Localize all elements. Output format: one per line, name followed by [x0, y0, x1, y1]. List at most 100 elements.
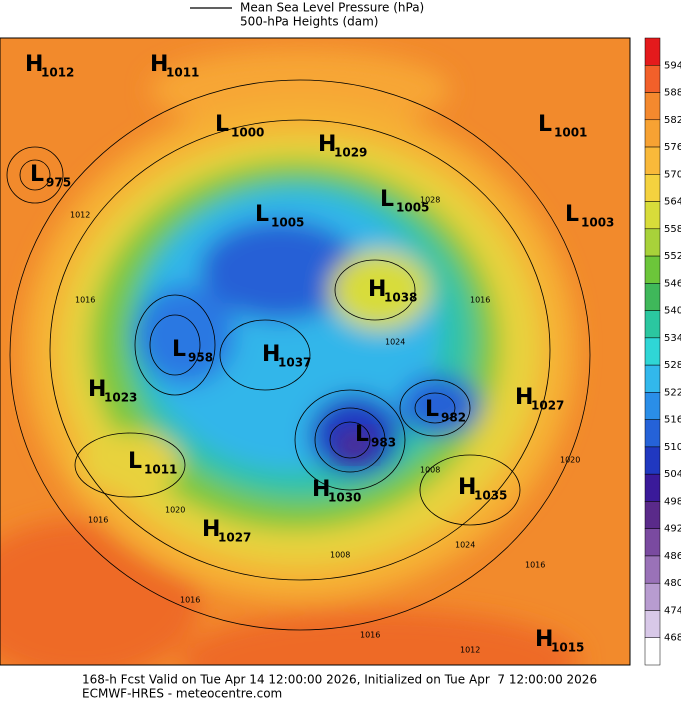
footer-line2: ECMWF-HRES - meteocentre.com — [82, 687, 282, 701]
center-pressure: 1037 — [278, 356, 311, 370]
colorbar-swatch — [644, 610, 661, 638]
colorbar-swatch — [644, 337, 661, 366]
colorbar-swatch — [644, 555, 661, 584]
center-letter: H — [312, 477, 330, 502]
isobar-label: 1020 — [560, 456, 580, 465]
isobar-label: 1024 — [385, 338, 405, 347]
center-pressure: 1011 — [144, 463, 177, 477]
colorbar: 594 588 582 576 570 564 558 552 546 540 534 528 522 5… — [644, 37, 681, 666]
center-letter: H — [535, 627, 553, 652]
footer-line1: 168-h Fcst Valid on Tue Apr 14 12:00:00 … — [82, 673, 597, 687]
center-pressure: 1035 — [474, 489, 507, 503]
center-letter: L — [425, 397, 439, 422]
center-letter: H — [368, 277, 386, 302]
center-pressure: 1001 — [554, 126, 587, 140]
center-letter: L — [565, 202, 579, 227]
colorbar-swatch — [644, 174, 661, 202]
colorbar-swatch — [644, 201, 661, 230]
isobar-label: 1012 — [460, 646, 480, 655]
colorbar-label: 576 — [664, 142, 681, 153]
center-pressure: 982 — [441, 411, 466, 425]
colorbar-label: 510 — [664, 442, 681, 453]
center-letter: L — [30, 162, 44, 187]
center-pressure: 1027 — [531, 399, 564, 413]
map-field — [0, 38, 630, 665]
colorbar-swatch — [644, 392, 661, 420]
colorbar-label: 504 — [664, 469, 681, 480]
center-pressure: 1012 — [41, 66, 74, 80]
isobar-label: 1008 — [330, 551, 350, 560]
isobar-label: 1020 — [165, 506, 185, 515]
colorbar-label: 528 — [664, 360, 681, 371]
center-letter: H — [88, 377, 106, 402]
map-frame — [0, 37, 631, 666]
colorbar-swatch — [644, 37, 661, 66]
center-pressure: 1005 — [271, 216, 304, 230]
center-letter: H — [150, 52, 168, 77]
center-letter: H — [318, 132, 336, 157]
colorbar-label: 594 — [664, 60, 681, 71]
isobar-label: 1016 — [75, 296, 95, 305]
colorbar-label: 474 — [664, 605, 681, 616]
center-letter: H — [262, 342, 280, 367]
center-pressure: 1000 — [231, 126, 264, 140]
colorbar-label: 522 — [664, 387, 681, 398]
center-letter: H — [515, 385, 533, 410]
center-pressure: 1011 — [166, 66, 199, 80]
colorbar-swatch — [644, 310, 661, 339]
colorbar-label: 492 — [664, 524, 681, 535]
colorbar-label: 546 — [664, 278, 681, 289]
center-pressure: 1015 — [551, 641, 584, 655]
isobar-label: 1016 — [360, 631, 380, 640]
colorbar-label: 486 — [664, 551, 681, 562]
colorbar-label: 516 — [664, 415, 681, 426]
center-pressure: 975 — [46, 176, 71, 190]
colorbar-swatch — [644, 364, 661, 393]
colorbar-swatch — [644, 446, 661, 475]
center-letter: L — [215, 112, 229, 137]
colorbar-swatch — [644, 501, 661, 529]
isobar-label: 1008 — [420, 466, 440, 475]
center-letter: H — [25, 52, 43, 77]
colorbar-swatch — [644, 65, 661, 93]
isobar-label: 1016 — [180, 596, 200, 605]
legend-heights: 500-hPa Heights (dam) — [240, 15, 378, 29]
isobar-label: 1012 — [70, 211, 90, 220]
isobar-label: 1028 — [420, 196, 440, 205]
center-letter: L — [172, 337, 186, 362]
colorbar-label: 534 — [664, 333, 681, 344]
center-letter: L — [355, 422, 369, 447]
center-pressure: 1030 — [328, 491, 361, 505]
colorbar-swatch — [644, 228, 661, 257]
isobar-label: 1016 — [525, 561, 545, 570]
center-letter: H — [202, 517, 220, 542]
colorbar-label: 498 — [664, 496, 681, 507]
colorbar-swatch — [644, 637, 661, 666]
colorbar-label: 570 — [664, 169, 681, 180]
colorbar-swatch — [644, 146, 661, 175]
colorbar-swatch — [644, 255, 661, 284]
center-pressure: 1005 — [396, 201, 429, 215]
center-pressure: 958 — [188, 351, 213, 365]
center-letter: L — [380, 187, 394, 212]
colorbar-swatch — [644, 473, 661, 502]
colorbar-label: 558 — [664, 224, 681, 235]
colorbar-label: 540 — [664, 306, 681, 317]
colorbar-label: 480 — [664, 578, 681, 589]
legend-mslp: Mean Sea Level Pressure (hPa) — [240, 1, 424, 15]
colorbar-swatch — [644, 283, 661, 311]
center-pressure: 983 — [371, 436, 396, 450]
center-pressure: 1027 — [218, 531, 251, 545]
colorbar-label: 582 — [664, 115, 681, 126]
center-pressure: 1003 — [581, 216, 614, 230]
center-letter: H — [458, 475, 476, 500]
colorbar-label: 552 — [664, 251, 681, 262]
colorbar-swatch — [644, 528, 661, 557]
isobar-label: 1016 — [88, 516, 108, 525]
center-letter: L — [255, 202, 269, 227]
isobar-label: 1024 — [455, 541, 475, 550]
colorbar-label: 564 — [664, 197, 681, 208]
colorbar-swatch — [644, 419, 661, 448]
center-pressure: 1038 — [384, 291, 417, 305]
colorbar-swatch — [644, 582, 661, 611]
